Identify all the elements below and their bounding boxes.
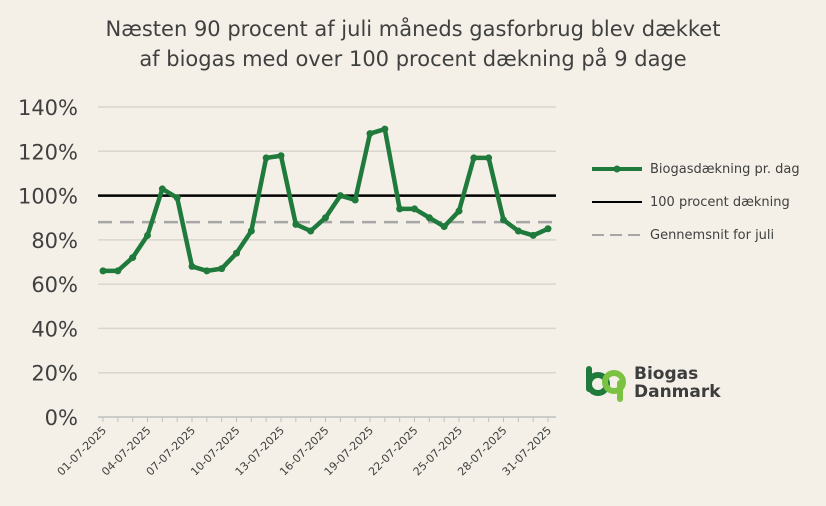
y-tick-label: 80%	[31, 229, 78, 253]
y-tick-label: 20%	[31, 362, 78, 386]
data-point	[425, 214, 433, 222]
biogas-danmark-logo: Biogas Danmark	[584, 364, 721, 402]
data-point	[470, 154, 478, 162]
data-point	[277, 152, 285, 160]
data-point	[188, 262, 196, 270]
title-line-1: Næsten 90 procent af juli måneds gasforb…	[105, 17, 721, 41]
data-point	[411, 205, 418, 213]
data-point	[336, 192, 344, 200]
y-tick-label: 100%	[18, 185, 78, 209]
legend-item-100: 100 procent dækning	[590, 191, 800, 213]
legend-item-average: Gennemsnit for juli	[590, 224, 800, 246]
data-point	[366, 130, 374, 138]
data-point	[114, 267, 122, 275]
logo-line-2: Danmark	[634, 382, 721, 402]
data-point	[129, 254, 137, 262]
data-point	[322, 214, 329, 222]
data-point	[381, 125, 389, 133]
chart-title: Næsten 90 procent af juli måneds gasforb…	[0, 14, 826, 74]
y-tick-label: 140%	[18, 96, 78, 120]
y-tick-label: 0%	[45, 406, 78, 430]
data-point	[173, 194, 181, 202]
y-tick-label: 120%	[18, 140, 78, 164]
legend-dashed-line-icon	[592, 234, 642, 236]
data-point	[440, 223, 448, 231]
legend-line-marker-icon	[592, 165, 642, 173]
legend-label: Gennemsnit for juli	[650, 227, 775, 243]
data-point	[455, 207, 463, 215]
data-point	[500, 216, 507, 224]
data-point	[396, 205, 404, 213]
data-point	[144, 231, 151, 239]
data-point	[351, 196, 359, 204]
legend-line-icon	[592, 201, 642, 203]
legend: Biogasdækning pr. dag 100 procent dæknin…	[590, 158, 800, 257]
data-point	[203, 267, 211, 275]
title-line-2: af biogas med over 100 procent dækning p…	[139, 47, 687, 71]
logo-line-1: Biogas	[634, 364, 699, 384]
data-point	[158, 185, 166, 193]
data-point	[262, 154, 270, 162]
legend-label: Biogasdækning pr. dag	[650, 161, 800, 177]
logo-bq-icon	[586, 366, 626, 402]
data-point	[99, 267, 107, 275]
y-tick-label: 60%	[31, 273, 78, 297]
data-point	[247, 227, 255, 235]
biogas-series-line	[103, 126, 549, 274]
data-point	[544, 225, 552, 233]
data-point	[529, 231, 537, 239]
data-point	[233, 249, 240, 257]
data-point	[292, 220, 300, 228]
data-point	[514, 227, 522, 235]
data-point	[218, 265, 226, 273]
data-point	[307, 227, 315, 235]
legend-item-biogas: Biogasdækning pr. dag	[590, 158, 800, 180]
y-tick-label: 40%	[31, 317, 78, 341]
data-point	[485, 154, 493, 162]
legend-label: 100 procent dækning	[650, 194, 790, 210]
